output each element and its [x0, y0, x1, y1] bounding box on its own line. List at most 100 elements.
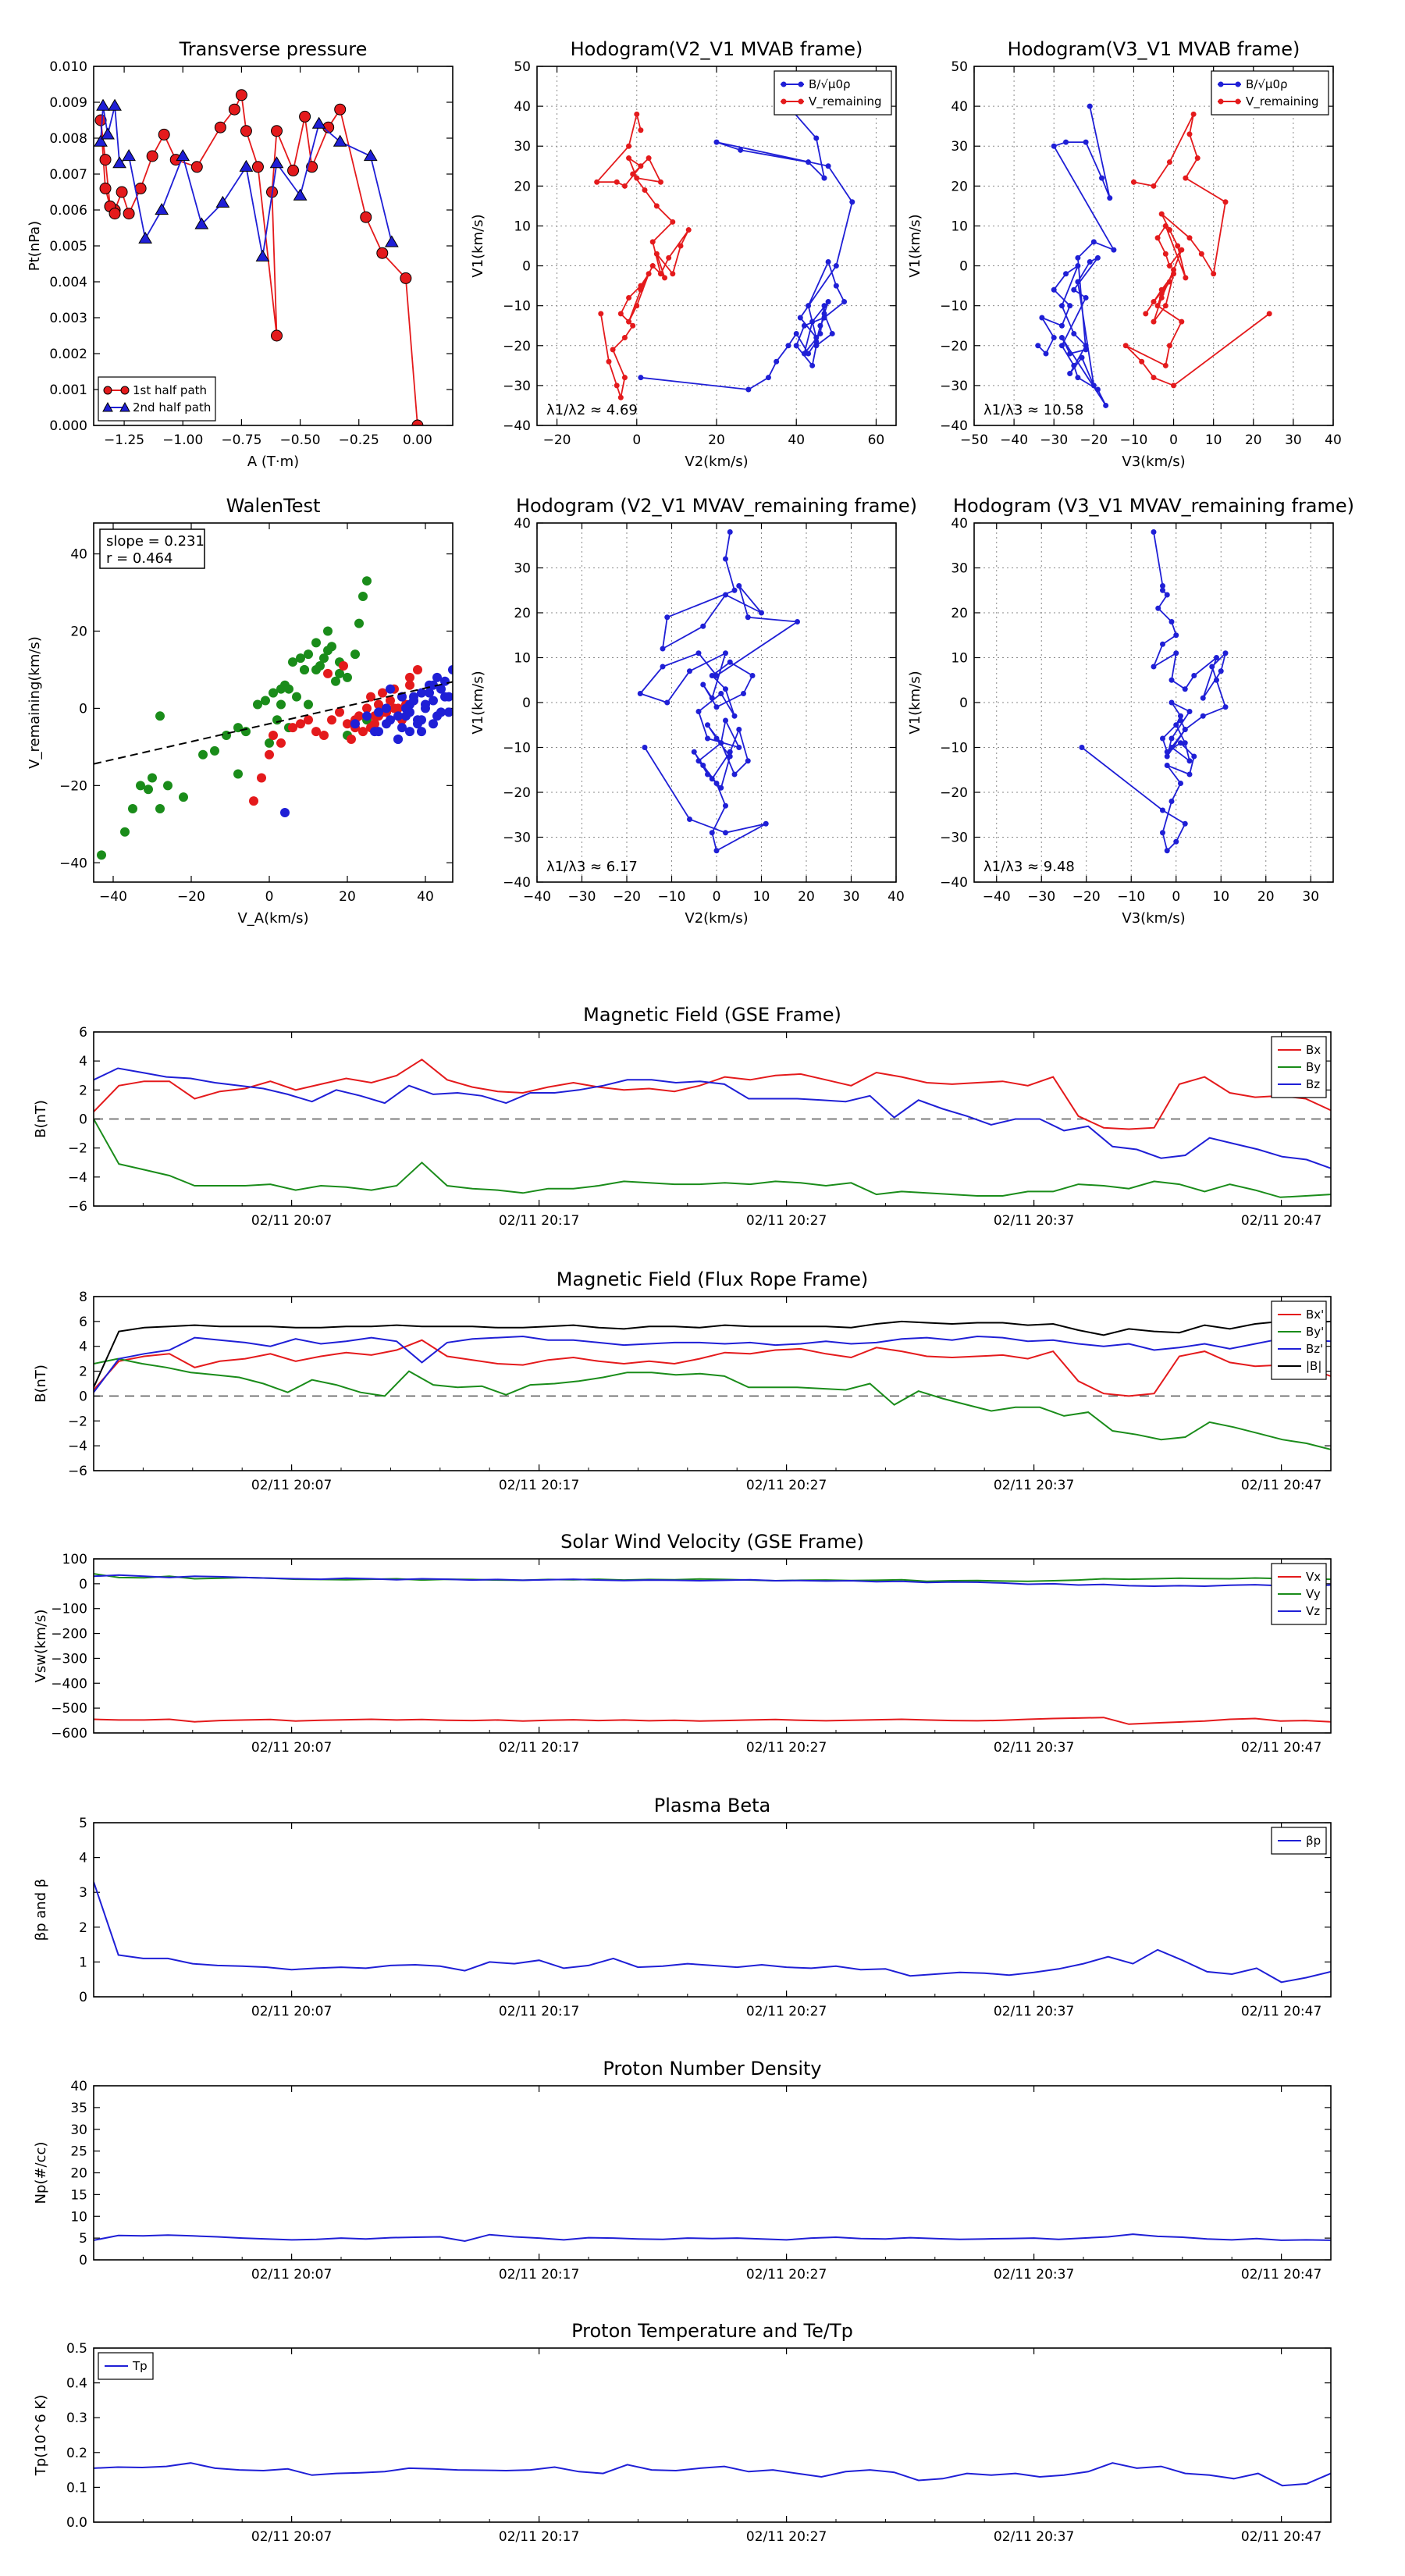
data-point [1266, 311, 1272, 317]
x-tick-label: 02/11 20:17 [499, 2267, 579, 2282]
data-point-circle [376, 247, 389, 259]
data-point [304, 699, 313, 710]
x-axis-label: A (T·m) [247, 454, 299, 470]
y-tick-label: −40 [503, 418, 531, 434]
legend-label: V_remaining [809, 94, 882, 109]
data-point-circle [108, 208, 121, 220]
data-point [1035, 343, 1041, 349]
data-point [1151, 529, 1157, 535]
data-point [723, 830, 728, 836]
y-tick-label: 0.5 [66, 2341, 87, 2357]
data-point [642, 187, 648, 193]
data-point [813, 343, 820, 349]
data-point [705, 771, 710, 777]
data-point [666, 254, 672, 261]
data-point [709, 673, 715, 678]
data-point [718, 785, 724, 791]
data-point [713, 848, 720, 854]
y-tick-label: −500 [51, 1701, 87, 1717]
data-point [1164, 592, 1170, 598]
data-point [97, 850, 106, 860]
stats-box [99, 528, 205, 569]
y-tick-label: −20 [940, 785, 968, 801]
data-point [821, 303, 827, 309]
data-point [378, 688, 387, 698]
data-point-circle [251, 161, 264, 173]
x-tick-label: 30 [1302, 889, 1319, 905]
chart-title: Transverse pressure [179, 38, 368, 60]
data-point-circle [235, 89, 247, 101]
data-point [646, 155, 652, 162]
data-point [621, 335, 628, 341]
data-point [405, 672, 414, 682]
data-point [670, 219, 676, 225]
legend-marker [781, 81, 787, 87]
data-point [695, 709, 702, 714]
y-tick-label: 40 [514, 99, 531, 115]
legend-label: Vx [1306, 1570, 1321, 1584]
stats-line: slope = 0.231 [106, 533, 205, 550]
x-tick-label: 02/11 20:07 [251, 1740, 332, 1756]
y-axis-label: B(nT) [33, 1364, 49, 1403]
data-point [311, 664, 321, 674]
data-point [1151, 318, 1157, 325]
x-tick-label: 02/11 20:27 [746, 1213, 827, 1229]
data-point [405, 680, 414, 690]
legend-label: Vy [1306, 1587, 1321, 1601]
y-tick-label: 0 [79, 1389, 87, 1404]
data-point [1222, 704, 1229, 710]
data-point [358, 591, 368, 601]
data-point [1186, 758, 1193, 764]
data-point [1039, 315, 1045, 321]
y-tick-label: 40 [514, 516, 531, 532]
data-point [436, 684, 446, 694]
x-tick-label: −1.25 [104, 432, 144, 448]
x-tick-label: −40 [983, 889, 1011, 905]
x-tick-label: 02/11 20:47 [1241, 2004, 1321, 2019]
x-tick-label: 02/11 20:37 [994, 1478, 1074, 1493]
x-tick-label: 02/11 20:47 [1241, 1213, 1321, 1229]
data-point [296, 719, 305, 729]
legend: B/√μ0ρ V_remaining [774, 70, 892, 116]
legend-label: 2nd half path [133, 400, 211, 415]
x-tick-label: 10 [1205, 432, 1222, 448]
y-tick-label: 40 [70, 547, 87, 563]
data-point [630, 171, 636, 177]
x-tick-label: 40 [788, 432, 805, 448]
y-tick-label: 0.000 [49, 418, 87, 434]
data-point [343, 719, 352, 729]
data-point [1160, 587, 1165, 593]
data-point [1067, 303, 1073, 309]
data-point [1182, 820, 1188, 827]
data-point [662, 275, 668, 281]
data-point [841, 299, 848, 305]
axes-frame [93, 2085, 1332, 2261]
data-point [745, 386, 752, 393]
data-point [687, 668, 692, 674]
legend-label: V_remaining [1246, 94, 1319, 109]
data-point [806, 350, 812, 357]
data-point [276, 738, 286, 748]
data-point [634, 175, 640, 181]
data-point [1075, 375, 1081, 381]
data-point-triangle [293, 188, 308, 201]
y-tick-label: 4 [79, 1054, 87, 1069]
data-point [276, 699, 286, 710]
data-point [1094, 386, 1101, 393]
x-tick-label: 20 [339, 889, 356, 905]
data-point [1166, 159, 1172, 165]
data-point [1190, 111, 1197, 117]
x-tick-label: 02/11 20:47 [1241, 2267, 1321, 2282]
data-point [1162, 222, 1168, 229]
data-point [155, 804, 165, 814]
data-point [1218, 668, 1224, 674]
data-point [1186, 235, 1193, 241]
data-point [731, 771, 738, 777]
data-point [432, 672, 442, 682]
data-point-triangle [384, 235, 399, 247]
x-tick-label: −40 [523, 889, 551, 905]
legend-label: B/√μ0ρ [1246, 77, 1288, 91]
data-point [1173, 650, 1179, 656]
data-point [801, 322, 807, 329]
y-tick-label: 30 [514, 139, 531, 155]
